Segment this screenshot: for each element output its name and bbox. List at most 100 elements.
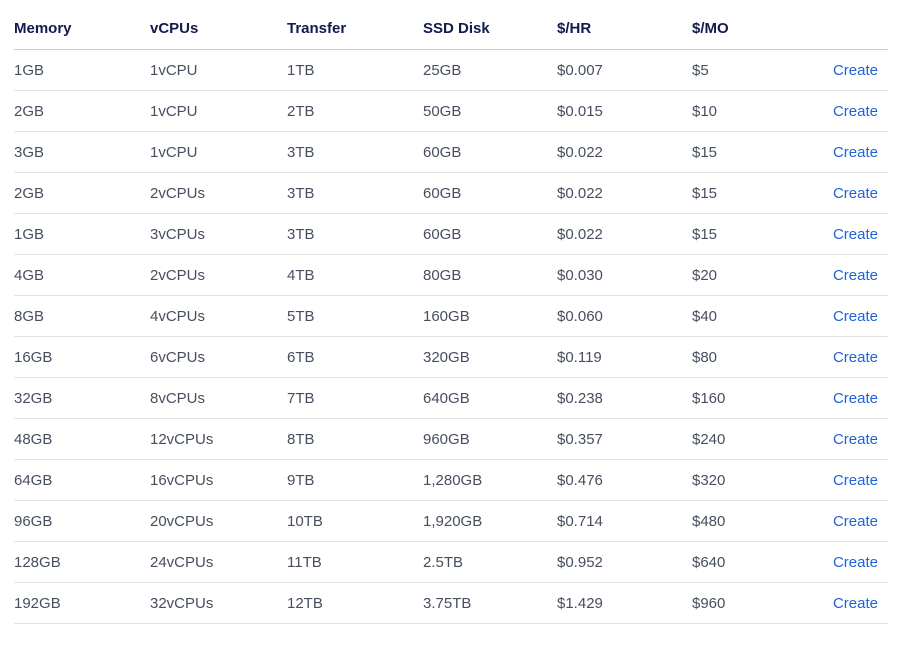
ssd-disk-cell: 60GB (423, 213, 557, 255)
table-row: 1GB 3vCPUs 3TB 60GB $0.022 $15 Create (14, 213, 888, 255)
table-row: 16GB 6vCPUs 6TB 320GB $0.119 $80 Create (14, 336, 888, 378)
vcpus-cell: 32vCPUs (150, 582, 287, 624)
vcpus-cell: 3vCPUs (150, 213, 287, 255)
memory-cell: 8GB (14, 295, 150, 337)
price-mo-cell: $240 (692, 418, 792, 460)
create-link[interactable]: Create (832, 594, 878, 612)
create-cell: Create (792, 172, 888, 214)
table-row: 192GB 32vCPUs 12TB 3.75TB $1.429 $960 Create (14, 582, 888, 624)
price-mo-cell: $640 (692, 541, 792, 583)
table-row: 3GB 1vCPU 3TB 60GB $0.022 $15 Create (14, 131, 888, 173)
ssd-disk-cell: 60GB (423, 172, 557, 214)
table-header-row: Memory vCPUs Transfer SSD Disk $/HR $/MO (14, 12, 888, 50)
table-row: 2GB 2vCPUs 3TB 60GB $0.022 $15 Create (14, 172, 888, 214)
column-header-vcpus: vCPUs (150, 12, 287, 50)
create-cell: Create (792, 377, 888, 419)
transfer-cell: 5TB (287, 295, 423, 337)
price-hr-cell: $0.007 (557, 49, 692, 91)
ssd-disk-cell: 3.75TB (423, 582, 557, 624)
create-link[interactable]: Create (832, 184, 878, 202)
vcpus-cell: 2vCPUs (150, 172, 287, 214)
price-hr-cell: $0.030 (557, 254, 692, 296)
create-link[interactable]: Create (832, 307, 878, 325)
memory-cell: 3GB (14, 131, 150, 173)
vcpus-cell: 6vCPUs (150, 336, 287, 378)
ssd-disk-cell: 640GB (423, 377, 557, 419)
droplet-pricing-table: Memory vCPUs Transfer SSD Disk $/HR $/MO… (14, 12, 888, 624)
ssd-disk-cell: 1,280GB (423, 459, 557, 501)
table-row: 8GB 4vCPUs 5TB 160GB $0.060 $40 Create (14, 295, 888, 337)
price-hr-cell: $0.022 (557, 131, 692, 173)
price-mo-cell: $40 (692, 295, 792, 337)
memory-cell: 48GB (14, 418, 150, 460)
memory-cell: 192GB (14, 582, 150, 624)
create-link[interactable]: Create (832, 389, 878, 407)
price-mo-cell: $15 (692, 131, 792, 173)
create-cell: Create (792, 459, 888, 501)
column-header-price-hr: $/HR (557, 12, 692, 50)
create-link[interactable]: Create (832, 225, 878, 243)
memory-cell: 32GB (14, 377, 150, 419)
price-mo-cell: $20 (692, 254, 792, 296)
transfer-cell: 2TB (287, 90, 423, 132)
table-row: 64GB 16vCPUs 9TB 1,280GB $0.476 $320 Create (14, 459, 888, 501)
transfer-cell: 8TB (287, 418, 423, 460)
transfer-cell: 3TB (287, 213, 423, 255)
transfer-cell: 4TB (287, 254, 423, 296)
create-cell: Create (792, 500, 888, 542)
price-hr-cell: $1.429 (557, 582, 692, 624)
price-hr-cell: $0.238 (557, 377, 692, 419)
create-link[interactable]: Create (832, 348, 878, 366)
create-link[interactable]: Create (832, 266, 878, 284)
transfer-cell: 10TB (287, 500, 423, 542)
ssd-disk-cell: 160GB (423, 295, 557, 337)
memory-cell: 1GB (14, 49, 150, 91)
transfer-cell: 3TB (287, 131, 423, 173)
create-link[interactable]: Create (832, 512, 878, 530)
create-link[interactable]: Create (832, 143, 878, 161)
transfer-cell: 12TB (287, 582, 423, 624)
memory-cell: 16GB (14, 336, 150, 378)
vcpus-cell: 20vCPUs (150, 500, 287, 542)
memory-cell: 1GB (14, 213, 150, 255)
table-row: 96GB 20vCPUs 10TB 1,920GB $0.714 $480 Create (14, 500, 888, 542)
create-cell: Create (792, 49, 888, 91)
transfer-cell: 1TB (287, 49, 423, 91)
price-mo-cell: $80 (692, 336, 792, 378)
create-cell: Create (792, 582, 888, 624)
create-link[interactable]: Create (832, 471, 878, 489)
table-row: 128GB 24vCPUs 11TB 2.5TB $0.952 $640 Create (14, 541, 888, 583)
transfer-cell: 9TB (287, 459, 423, 501)
price-hr-cell: $0.357 (557, 418, 692, 460)
create-link[interactable]: Create (832, 553, 878, 571)
column-header-transfer: Transfer (287, 12, 423, 50)
price-hr-cell: $0.119 (557, 336, 692, 378)
ssd-disk-cell: 50GB (423, 90, 557, 132)
create-link[interactable]: Create (832, 61, 878, 79)
vcpus-cell: 1vCPU (150, 90, 287, 132)
table-body: 1GB 1vCPU 1TB 25GB $0.007 $5 Create 2GB 1vCPU 2TB… (14, 49, 888, 624)
price-mo-cell: $480 (692, 500, 792, 542)
ssd-disk-cell: 320GB (423, 336, 557, 378)
price-hr-cell: $0.714 (557, 500, 692, 542)
transfer-cell: 6TB (287, 336, 423, 378)
ssd-disk-cell: 60GB (423, 131, 557, 173)
price-mo-cell: $15 (692, 213, 792, 255)
create-cell: Create (792, 295, 888, 337)
memory-cell: 4GB (14, 254, 150, 296)
create-cell: Create (792, 254, 888, 296)
create-cell: Create (792, 541, 888, 583)
create-cell: Create (792, 213, 888, 255)
price-mo-cell: $10 (692, 90, 792, 132)
memory-cell: 128GB (14, 541, 150, 583)
create-cell: Create (792, 90, 888, 132)
ssd-disk-cell: 2.5TB (423, 541, 557, 583)
create-cell: Create (792, 131, 888, 173)
price-mo-cell: $960 (692, 582, 792, 624)
table-row: 48GB 12vCPUs 8TB 960GB $0.357 $240 Create (14, 418, 888, 460)
create-cell: Create (792, 336, 888, 378)
create-link[interactable]: Create (832, 430, 878, 448)
memory-cell: 2GB (14, 172, 150, 214)
create-link[interactable]: Create (832, 102, 878, 120)
column-header-price-mo: $/MO (692, 12, 792, 50)
